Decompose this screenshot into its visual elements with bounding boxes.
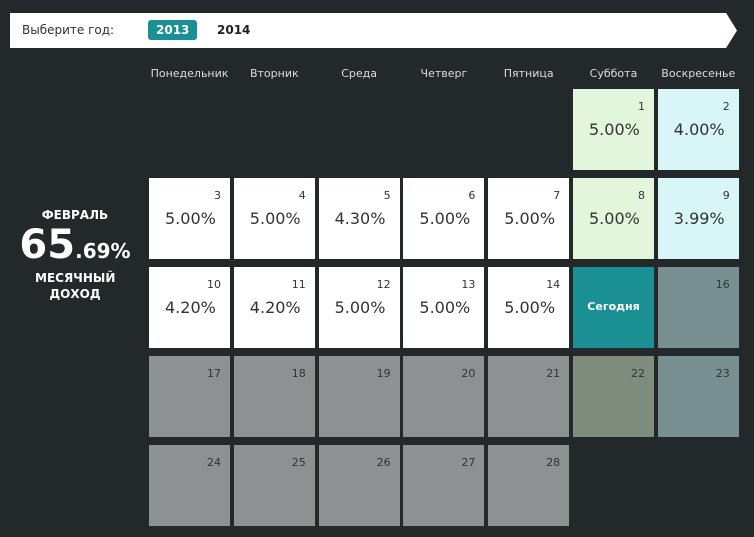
day-number: 6 <box>468 189 476 202</box>
weekday: Воскресенье <box>661 67 736 80</box>
day-cell[interactable]: 27 <box>403 445 485 526</box>
today-label: Сегодня <box>587 300 640 313</box>
year-label: Выберите год: <box>22 23 115 37</box>
day-rate: 5.00% <box>589 120 640 139</box>
day-cell[interactable]: 25 <box>233 445 315 526</box>
day-rate: 5.00% <box>419 298 471 317</box>
day-rate: 4.00% <box>673 120 725 139</box>
day-cell[interactable]: 21 <box>488 356 570 437</box>
day-cell[interactable]: 26 <box>318 445 400 526</box>
day-cell[interactable]: 17 <box>149 356 230 437</box>
income-frac: .69% <box>75 239 131 263</box>
day-cell[interactable]: 19 <box>318 356 400 437</box>
income-int: 65 <box>19 222 76 268</box>
day-cell[interactable]: Сегодня <box>573 267 654 348</box>
day-rate: 5.00% <box>419 209 471 228</box>
day-number: 24 <box>207 456 221 469</box>
day-rate: 5.00% <box>504 298 556 317</box>
day-number: 22 <box>631 367 645 380</box>
day-number: 12 <box>376 278 391 291</box>
day-rate: 5.00% <box>504 209 556 228</box>
day-cell[interactable]: 10 4.20% <box>149 267 230 348</box>
day-number: 13 <box>461 278 476 291</box>
day-cell[interactable]: 16 <box>657 267 739 348</box>
weekday: Понедельник <box>150 67 229 80</box>
day-cell[interactable]: 1 5.00% <box>573 89 654 170</box>
day-number: 11 <box>291 278 306 291</box>
year-button[interactable]: 2014 <box>217 23 251 37</box>
day-cell[interactable]: 4 5.00% <box>233 178 315 259</box>
day-cell[interactable]: 20 <box>403 356 485 437</box>
day-number: 23 <box>715 367 730 380</box>
day-cell[interactable]: 23 <box>657 356 739 437</box>
weekday: Пятница <box>503 67 554 80</box>
year-bar: Выберите год: 2013 2014 <box>10 13 737 48</box>
day-number: 10 <box>207 278 221 291</box>
day-number: 14 <box>546 278 561 291</box>
day-cell[interactable]: 6 5.00% <box>403 178 485 259</box>
day-number: 7 <box>553 189 561 202</box>
day-number: 21 <box>546 367 561 380</box>
day-number: 16 <box>715 278 730 291</box>
day-rate: 5.00% <box>589 209 640 228</box>
weekday: Четверг <box>420 67 468 80</box>
weekday: Вторник <box>249 67 299 80</box>
caption: МЕСЯЧНЫЙ ДОХОД <box>35 271 116 301</box>
day-cell[interactable]: 9 3.99% <box>657 178 739 259</box>
weekday: Суббота <box>589 67 638 80</box>
day-cell[interactable]: 8 5.00% <box>573 178 654 259</box>
day-number: 1 <box>638 100 645 113</box>
day-cell[interactable]: 24 <box>149 445 230 526</box>
day-cell[interactable]: 28 <box>488 445 570 526</box>
day-cell[interactable]: 5 4.30% <box>318 178 400 259</box>
day-rate: 5.00% <box>165 209 216 228</box>
income: 65.69% <box>15 222 135 268</box>
day-cell[interactable]: 13 5.00% <box>403 267 485 348</box>
day-rate: 4.30% <box>334 209 386 228</box>
day-number: 2 <box>722 100 730 113</box>
day-cell[interactable]: 14 5.00% <box>488 267 570 348</box>
day-cell[interactable]: 12 5.00% <box>318 267 400 348</box>
day-rate: 4.20% <box>165 298 216 317</box>
day-number: 20 <box>461 367 476 380</box>
day-number: 19 <box>376 367 391 380</box>
day-number: 26 <box>376 456 391 469</box>
day-rate: 5.00% <box>334 298 386 317</box>
day-number: 9 <box>722 189 730 202</box>
summary: ФЕВРАЛЬ 65.69% МЕСЯЧНЫЙ ДОХОД <box>15 208 135 302</box>
day-rate: 4.20% <box>249 298 301 317</box>
day-number: 28 <box>546 456 561 469</box>
day-cell[interactable]: 7 5.00% <box>488 178 570 259</box>
day-cell[interactable]: 11 4.20% <box>233 267 315 348</box>
day-number: 27 <box>461 456 476 469</box>
day-cell[interactable]: 3 5.00% <box>149 178 230 259</box>
day-cell[interactable]: 2 4.00% <box>657 89 739 170</box>
day-number: 25 <box>291 456 306 469</box>
day-cell[interactable]: 22 <box>573 356 654 437</box>
day-number: 17 <box>207 367 221 380</box>
day-rate: 3.99% <box>673 209 725 228</box>
day-rate: 5.00% <box>249 209 301 228</box>
month: ФЕВРАЛЬ <box>41 208 109 222</box>
day-number: 4 <box>298 189 306 202</box>
year-button[interactable]: 2013 <box>148 20 198 40</box>
day-number: 5 <box>383 189 391 202</box>
day-number: 3 <box>214 189 221 202</box>
weekday: Среда <box>341 67 377 80</box>
day-cell[interactable]: 18 <box>233 356 315 437</box>
day-number: 8 <box>638 189 645 202</box>
day-number: 18 <box>291 367 306 380</box>
